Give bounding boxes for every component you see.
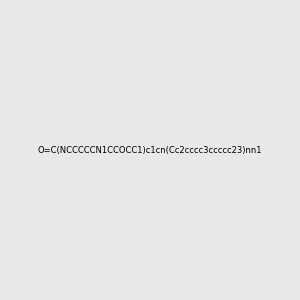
Text: O=C(NCCCCCN1CCOCC1)c1cn(Cc2cccc3ccccc23)nn1: O=C(NCCCCCN1CCOCC1)c1cn(Cc2cccc3ccccc23)… (38, 146, 262, 154)
